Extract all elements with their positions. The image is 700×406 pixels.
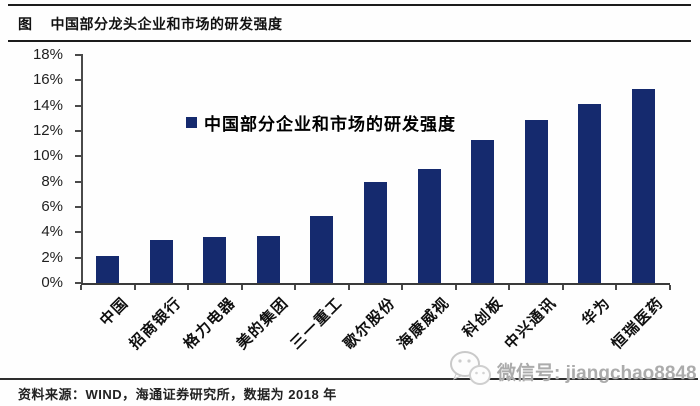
bar-美的集团 [256, 236, 280, 283]
x-axis-label: 中国 [96, 294, 132, 330]
y-axis-label: 10% [32, 147, 63, 165]
x-axis [81, 283, 670, 285]
x-axis-label: 中兴通讯 [501, 294, 561, 353]
y-axis-label: 4% [41, 223, 63, 241]
x-axis-label: 美的集团 [233, 294, 293, 353]
y-axis-label: 16% [32, 71, 63, 89]
bar-海康威视 [417, 169, 441, 283]
x-axis-tick [240, 285, 243, 290]
bar-中国 [96, 256, 120, 283]
x-axis-tick [669, 285, 671, 290]
x-axis-tick [615, 285, 618, 290]
x-axis-tick [347, 285, 350, 290]
y-axis-label: 0% [41, 274, 63, 291]
bar-华为 [578, 104, 602, 283]
footer-rule [0, 378, 698, 380]
y-axis-tick [75, 54, 81, 56]
bar-科创板 [471, 139, 495, 283]
bar-中兴通讯 [524, 119, 548, 283]
legend-swatch [186, 117, 197, 128]
wechat-icon [448, 348, 494, 395]
watermark: 微信号: jiangchao8848 [448, 348, 697, 395]
y-axis-tick [75, 206, 81, 208]
bar-恒瑞医药 [631, 89, 655, 283]
x-axis-label: 恒瑞医药 [608, 294, 668, 353]
bar-歌尔股份 [364, 181, 387, 283]
y-axis [81, 54, 83, 284]
y-axis-label: 6% [41, 198, 63, 215]
legend-label: 中国部分企业和市场的研发强度 [204, 115, 456, 134]
y-axis-tick [75, 231, 81, 234]
x-axis-tick [454, 285, 457, 290]
figure-title: 图 中国部分龙头企业和市场的研发强度 [18, 14, 283, 34]
figure-tag: 图 [18, 16, 33, 32]
x-axis-tick [80, 285, 82, 290]
x-axis-tick [294, 285, 297, 290]
x-axis-tick [187, 285, 190, 290]
watermark-text: 微信号: jiangchao8848 [497, 363, 697, 384]
x-axis-label: 科创板 [459, 294, 507, 342]
y-axis-tick [75, 104, 81, 107]
x-axis-label: 歌尔股份 [340, 294, 400, 353]
x-axis-label: 海康威视 [394, 294, 454, 353]
x-axis-tick [508, 285, 511, 290]
bar-招商银行 [149, 239, 173, 283]
y-axis-tick [75, 256, 81, 259]
y-axis-tick [75, 180, 81, 183]
x-axis-tick [133, 285, 136, 290]
figure-title-text: 中国部分龙头企业和市场的研发强度 [50, 16, 283, 32]
y-axis-label: 8% [41, 172, 63, 190]
x-axis-label: 招商银行 [126, 294, 186, 353]
chart-area: 中国部分企业和市场的研发强度 0% 2% 4% 6% 8% 10% 12% 14% 16% 18%… [0, 44, 700, 353]
y-axis-label: 2% [41, 248, 63, 266]
title-divider-rule [8, 40, 691, 42]
y-axis-label: 18% [32, 46, 63, 63]
y-axis-tick [75, 130, 81, 132]
bar-三一重工 [310, 215, 334, 283]
x-axis-tick [401, 285, 404, 290]
chart-legend: 中国部分企业和市场的研发强度 [186, 110, 456, 135]
y-axis-label: 12% [32, 122, 63, 139]
source-note: 资料来源：WIND，海通证券研究所，数据为 2018 年 [18, 387, 337, 402]
x-axis-label: 格力电器 [180, 294, 240, 353]
y-axis-tick [75, 155, 81, 158]
y-axis-label: 14% [32, 96, 63, 114]
y-axis-tick [75, 282, 81, 284]
y-axis-tick [75, 79, 81, 82]
x-axis-label: 华为 [578, 294, 614, 330]
x-axis-tick [561, 285, 564, 290]
bar-格力电器 [203, 237, 227, 283]
top-rule [8, 4, 691, 6]
x-axis-label: 三一重工 [287, 294, 347, 353]
